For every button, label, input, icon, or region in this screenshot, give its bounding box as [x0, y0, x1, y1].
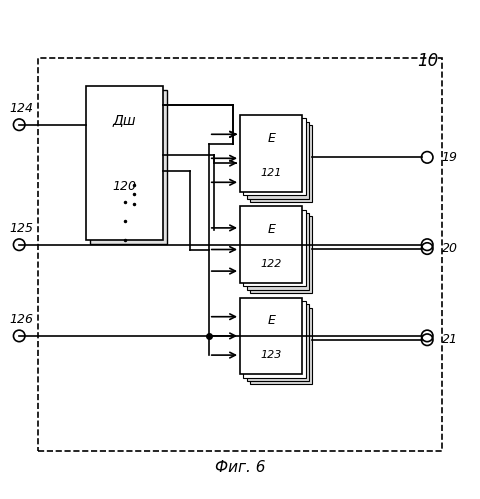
- Bar: [250, 217, 312, 293]
- Text: 122: 122: [261, 259, 282, 269]
- Bar: [243, 210, 306, 286]
- Bar: [247, 213, 309, 290]
- Bar: [250, 307, 312, 384]
- Text: 121: 121: [261, 168, 282, 178]
- Text: Е: Е: [267, 132, 275, 145]
- Text: 19: 19: [442, 151, 457, 164]
- Bar: [90, 90, 167, 244]
- Text: 21: 21: [442, 333, 457, 346]
- Text: 123: 123: [261, 350, 282, 360]
- Bar: [247, 122, 309, 199]
- Bar: [240, 206, 302, 283]
- Text: Дш: Дш: [113, 113, 137, 127]
- Text: 124: 124: [10, 102, 34, 115]
- Bar: [243, 118, 306, 195]
- Bar: [38, 57, 442, 451]
- Text: Фиг. 6: Фиг. 6: [215, 460, 265, 475]
- Text: Е: Е: [267, 223, 275, 236]
- Bar: [250, 125, 312, 202]
- Bar: [247, 304, 309, 381]
- Bar: [86, 86, 163, 240]
- Text: 125: 125: [10, 222, 34, 235]
- Bar: [240, 115, 302, 192]
- Text: 20: 20: [442, 242, 457, 255]
- Text: Е: Е: [267, 314, 275, 327]
- Text: 120: 120: [113, 180, 137, 193]
- Text: 126: 126: [10, 313, 34, 326]
- Bar: [243, 301, 306, 378]
- Text: 10: 10: [418, 51, 439, 69]
- Bar: [240, 297, 302, 374]
